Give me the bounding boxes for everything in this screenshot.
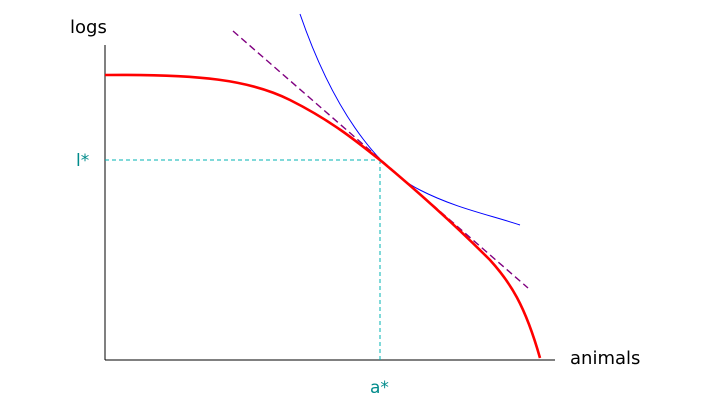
a-star-label: a* (370, 378, 389, 398)
indifference-curve (299, 13, 521, 226)
production-frontier (104, 73, 542, 359)
l-star-label: l* (76, 151, 89, 171)
x-axis-label: animals (570, 348, 640, 369)
y-axis-label: logs (70, 17, 107, 38)
